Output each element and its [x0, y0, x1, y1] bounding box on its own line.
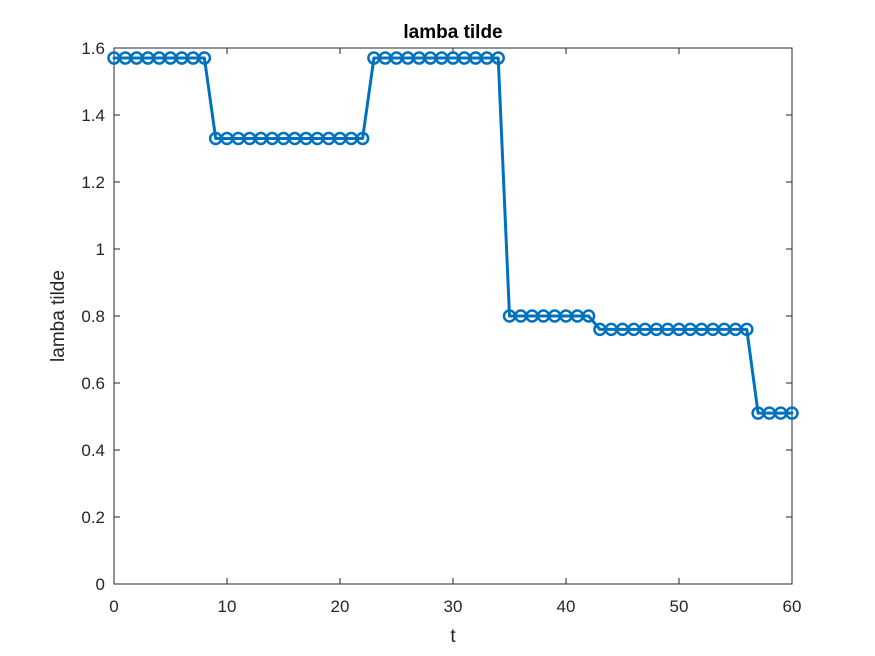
data-point-marker	[581, 309, 596, 323]
x-tick-label: 60	[783, 597, 802, 616]
x-tick-label: 50	[670, 597, 689, 616]
y-tick-label: 0.4	[81, 441, 105, 460]
y-axis-label: lamba tilde	[48, 270, 69, 362]
y-tick-label: 1.6	[81, 39, 105, 58]
y-tick-label: 0.2	[81, 508, 105, 527]
data-point-marker	[785, 406, 799, 420]
data-point-marker	[740, 322, 754, 337]
y-tick-label: 1	[96, 240, 105, 259]
x-tick-label: 40	[557, 597, 576, 616]
x-axis-label: t	[450, 626, 456, 647]
y-tick-label: 0.8	[81, 307, 105, 326]
data-point-marker	[197, 51, 212, 65]
data-point-marker	[491, 51, 505, 65]
data-point-marker	[355, 131, 370, 146]
series-layer	[107, 51, 799, 420]
y-tick-label: 1.2	[81, 173, 105, 192]
chart-title: lamba tilde	[403, 22, 502, 43]
y-tick-label: 0	[96, 575, 105, 594]
x-tick-label: 10	[218, 597, 237, 616]
series-line	[112, 56, 794, 415]
x-tick-label: 0	[109, 597, 118, 616]
y-tick-label: 0.6	[81, 374, 105, 393]
x-tick-label: 20	[331, 597, 350, 616]
axes	[113, 47, 793, 585]
y-tick-label: 1.4	[81, 106, 105, 125]
tick-labels: 0 10 20 30 40 50 60 0 0.2 0.4 0.6 0.8 1 1.2 1.4 1.6	[81, 39, 801, 616]
x-tick-label: 30	[444, 597, 463, 616]
